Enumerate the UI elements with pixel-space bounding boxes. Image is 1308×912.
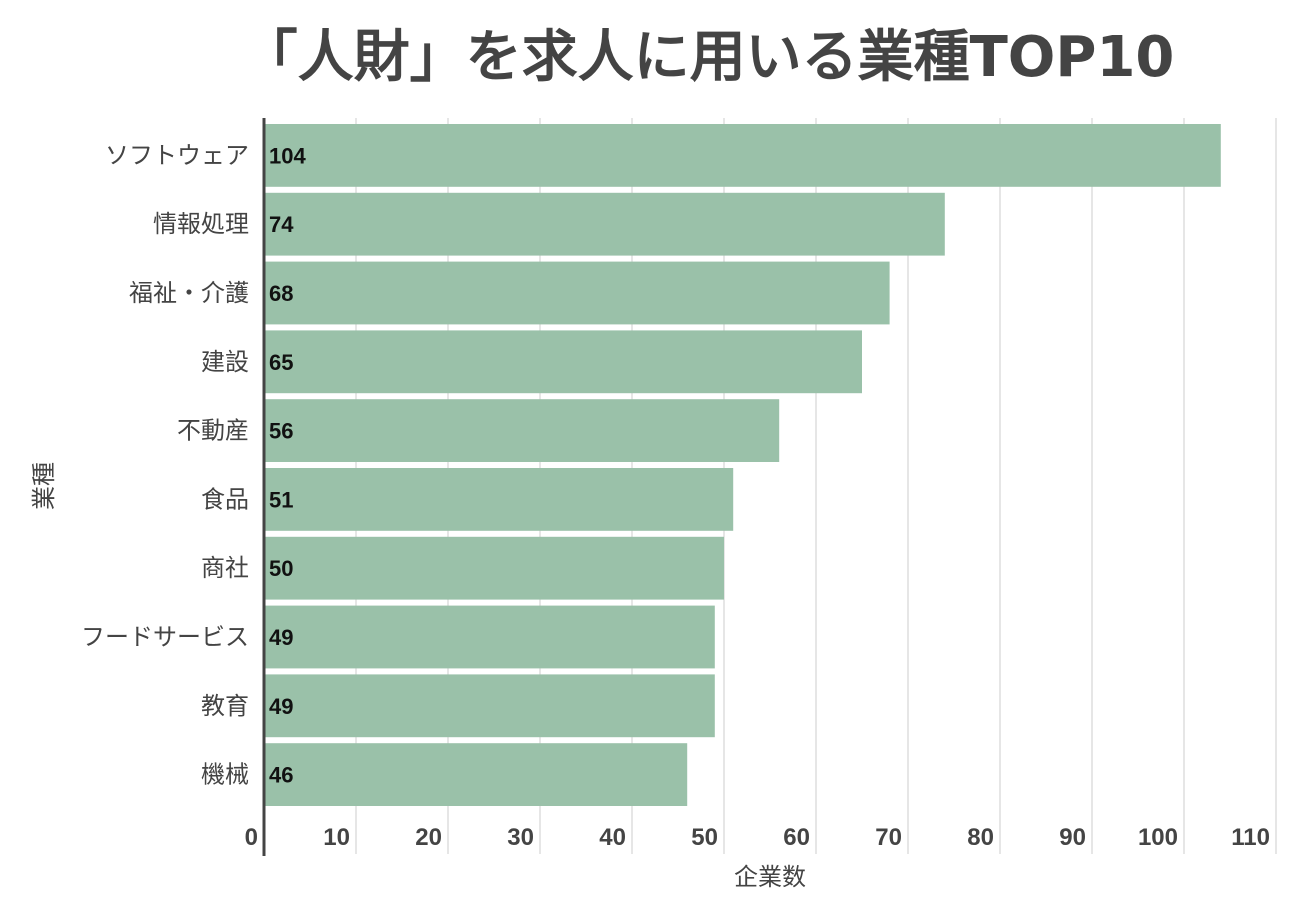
category-label: フードサービス [81,623,249,651]
category-label: ソフトウェア [105,141,249,169]
x-tick-label: 10 [323,824,350,851]
data-label: 49 [269,625,293,650]
x-tick-label: 80 [967,824,994,851]
data-label: 68 [269,281,293,306]
x-axis-title: 企業数 [734,863,806,891]
data-label: 74 [269,212,294,237]
bar [264,536,724,600]
bar [264,261,890,325]
category-label: 情報処理 [153,210,249,238]
x-tick-label: 50 [691,824,718,851]
data-labels: 104 74 68 65 56 51 50 49 49 46 [269,143,306,787]
x-tick-labels: 0 10 20 30 40 50 60 70 80 90 100 110 [245,824,1270,851]
bar [264,468,734,531]
category-label: 福祉・介護 [129,279,249,307]
x-tick-label: 110 [1231,824,1270,851]
data-label: 46 [269,763,293,788]
bar [264,192,945,256]
x-tick-label: 20 [415,824,442,851]
bar [264,605,715,669]
bar [264,674,715,738]
data-label: 51 [269,487,293,512]
x-tick-label: 70 [875,824,902,851]
data-label: 50 [269,556,293,581]
data-label: 56 [269,419,293,444]
category-label: 建設 [201,348,249,376]
y-axis-title: 業種 [30,462,58,510]
category-label: 機械 [201,761,249,789]
category-label: 不動産 [177,417,249,445]
category-label: 教育 [201,692,249,720]
category-label: 商社 [201,554,249,582]
data-label: 104 [269,143,306,168]
x-tick-label: 0 [245,824,258,851]
chart-title: 「人財」を求人に用いる業種TOP10 [242,25,1175,90]
x-tick-label: 90 [1059,824,1086,851]
x-tick-label: 100 [1138,824,1178,851]
bar [264,124,1221,187]
x-tick-label: 60 [783,824,810,851]
bar [264,330,862,394]
data-label: 65 [269,350,293,375]
x-tick-label: 40 [599,824,626,851]
category-label: 食品 [201,485,249,513]
bars [264,124,1221,806]
data-label: 49 [269,694,293,719]
x-tick-label: 30 [507,824,534,851]
bar [264,743,688,806]
bar [264,399,780,462]
